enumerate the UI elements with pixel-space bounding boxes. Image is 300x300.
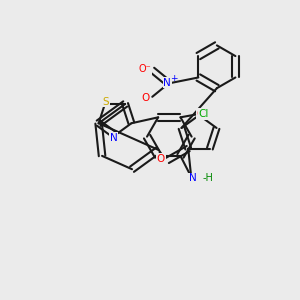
Text: N: N bbox=[110, 133, 118, 142]
Text: O⁻: O⁻ bbox=[139, 64, 152, 74]
Text: O: O bbox=[141, 93, 149, 103]
Text: S: S bbox=[103, 97, 110, 106]
Text: N: N bbox=[189, 173, 196, 183]
Text: O: O bbox=[157, 154, 165, 164]
Text: +: + bbox=[170, 74, 178, 82]
Text: O: O bbox=[196, 109, 205, 119]
Text: Cl: Cl bbox=[198, 109, 208, 119]
Text: N: N bbox=[163, 78, 171, 88]
Text: -H: -H bbox=[202, 173, 213, 183]
